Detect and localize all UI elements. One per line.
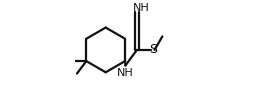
Text: NH: NH — [133, 3, 149, 13]
Text: NH: NH — [117, 68, 134, 78]
Text: S: S — [149, 43, 157, 56]
